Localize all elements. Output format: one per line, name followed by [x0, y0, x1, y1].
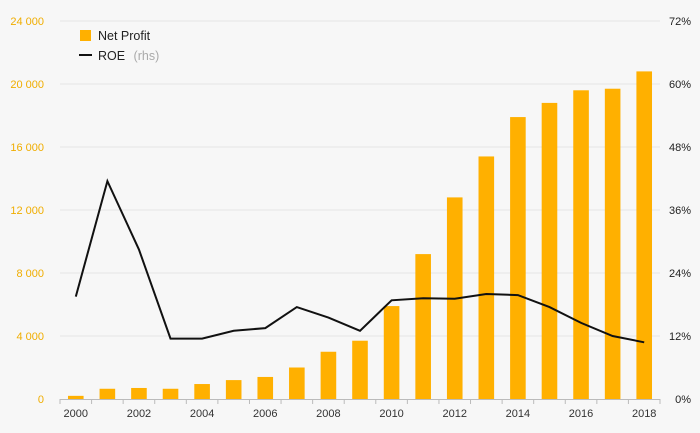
y-left-tick-label: 12 000: [10, 205, 44, 217]
x-tick-label: 2012: [442, 408, 466, 420]
x-tick-label: 2000: [64, 408, 88, 420]
net-profit-bar: [320, 351, 337, 399]
net-profit-bar: [636, 71, 653, 400]
y-left-tick-label: 4 000: [16, 331, 44, 343]
net-profit-bar: [257, 376, 274, 399]
net-profit-bar: [225, 380, 242, 399]
y-left-tick-label: 16 000: [10, 142, 44, 154]
y-right-tick-label: 24%: [669, 268, 691, 280]
x-tick-label: 2014: [506, 408, 530, 420]
net-profit-bar: [289, 367, 305, 399]
x-tick-label: 2016: [569, 408, 593, 420]
net-profit-bar: [131, 387, 147, 399]
y-right-tick-label: 36%: [669, 205, 691, 217]
y-right-tick-label: 60%: [669, 79, 691, 91]
net-profit-bar: [415, 254, 431, 399]
net-profit-bar: [383, 306, 400, 399]
net-profit-bar: [194, 384, 210, 399]
x-tick-label: 2010: [379, 408, 403, 420]
legend-roe-suffix: (rhs): [134, 49, 160, 63]
y-axis-right: 0% 12% 24% 36% 48% 60% 72%: [669, 16, 691, 406]
x-tick-label: 2018: [632, 408, 656, 420]
x-tick-label: 2008: [316, 408, 340, 420]
net-profit-bar: [478, 156, 495, 399]
y-left-tick-label: 0: [38, 394, 44, 406]
x-tick-label: 2006: [253, 408, 277, 420]
y-left-tick-label: 24 000: [10, 16, 44, 28]
legend-roe-name: ROE: [98, 49, 125, 63]
net-profit-bar: [352, 340, 368, 399]
roe-line: [74, 178, 645, 344]
net-profit-bar: [162, 388, 179, 399]
net-profit-bar: [573, 90, 589, 400]
net-profit-bar: [67, 395, 84, 399]
y-right-tick-label: 72%: [669, 16, 691, 28]
x-axis: 2000 2002 2004 2006 2008 2010 2012 2014 2016 2018: [59, 399, 661, 420]
x-tick-label: 2004: [190, 408, 214, 420]
legend-net-profit-label: Net Profit: [98, 29, 151, 43]
net-profit-bar: [604, 88, 621, 399]
x-tick-label: 2002: [127, 408, 151, 420]
y-left-tick-label: 8 000: [16, 268, 44, 280]
net-profit-bar: [541, 102, 558, 400]
y-left-tick-label: 20 000: [10, 79, 44, 91]
legend-roe-label: ROE (rhs): [98, 47, 159, 64]
y-axis-left: 0 4 000 8 000 12 000 16 000 20 000 24 000: [10, 16, 44, 406]
legend-net-profit-swatch: [80, 30, 91, 41]
y-right-tick-label: 0%: [675, 394, 691, 406]
legend: Net Profit ROE (rhs): [79, 29, 159, 64]
net-profit-bar: [99, 388, 116, 399]
y-right-tick-label: 12%: [669, 331, 691, 343]
net-profit-bars: [67, 71, 653, 400]
gridlines: [60, 20, 660, 337]
y-right-tick-label: 48%: [669, 142, 691, 154]
net-profit-bar: [510, 117, 526, 399]
